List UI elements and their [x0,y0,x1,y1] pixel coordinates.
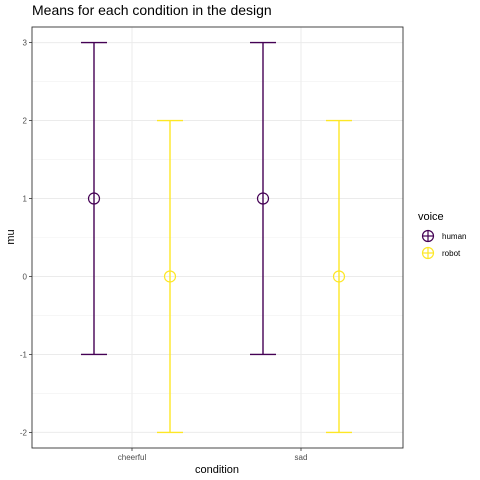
mean-point [87,192,101,205]
y-tick-label: 3 [23,39,28,48]
errorbar-human-sad [250,41,276,356]
plot-panel [31,26,404,449]
legend-key-point [421,229,435,243]
legend-title: voice [418,211,444,223]
errorbar-human-cheerful [81,41,107,356]
legend-label: human [442,232,466,241]
errorbar-robot-sad [326,119,352,434]
mean-point [163,270,177,283]
legend-key-point [421,246,435,260]
y-tick-label: -1 [20,350,28,359]
errorbar-robot-cheerful [157,119,183,434]
legend: voice human robot [418,211,466,260]
x-axis-title: condition [195,464,239,476]
x-tick-label: sad [295,453,308,462]
legend-label: robot [442,249,461,258]
y-tick-label: -2 [20,428,28,437]
x-axis: cheerful sad [118,448,308,462]
y-axis-title: mu [5,229,17,244]
y-tick-label: 1 [23,195,28,204]
y-tick-label: 0 [23,272,28,281]
mean-point [256,192,270,205]
y-tick-label: 2 [23,117,28,126]
mean-point [332,270,346,283]
plot-border [31,26,404,449]
data-layer [81,41,352,434]
chart-title: Means for each condition in the design [32,2,272,18]
y-axis: -2 -1 0 1 2 3 [20,39,32,437]
legend-item-human: human [421,229,466,243]
x-tick-label: cheerful [118,453,147,462]
legend-item-robot: robot [421,246,461,260]
